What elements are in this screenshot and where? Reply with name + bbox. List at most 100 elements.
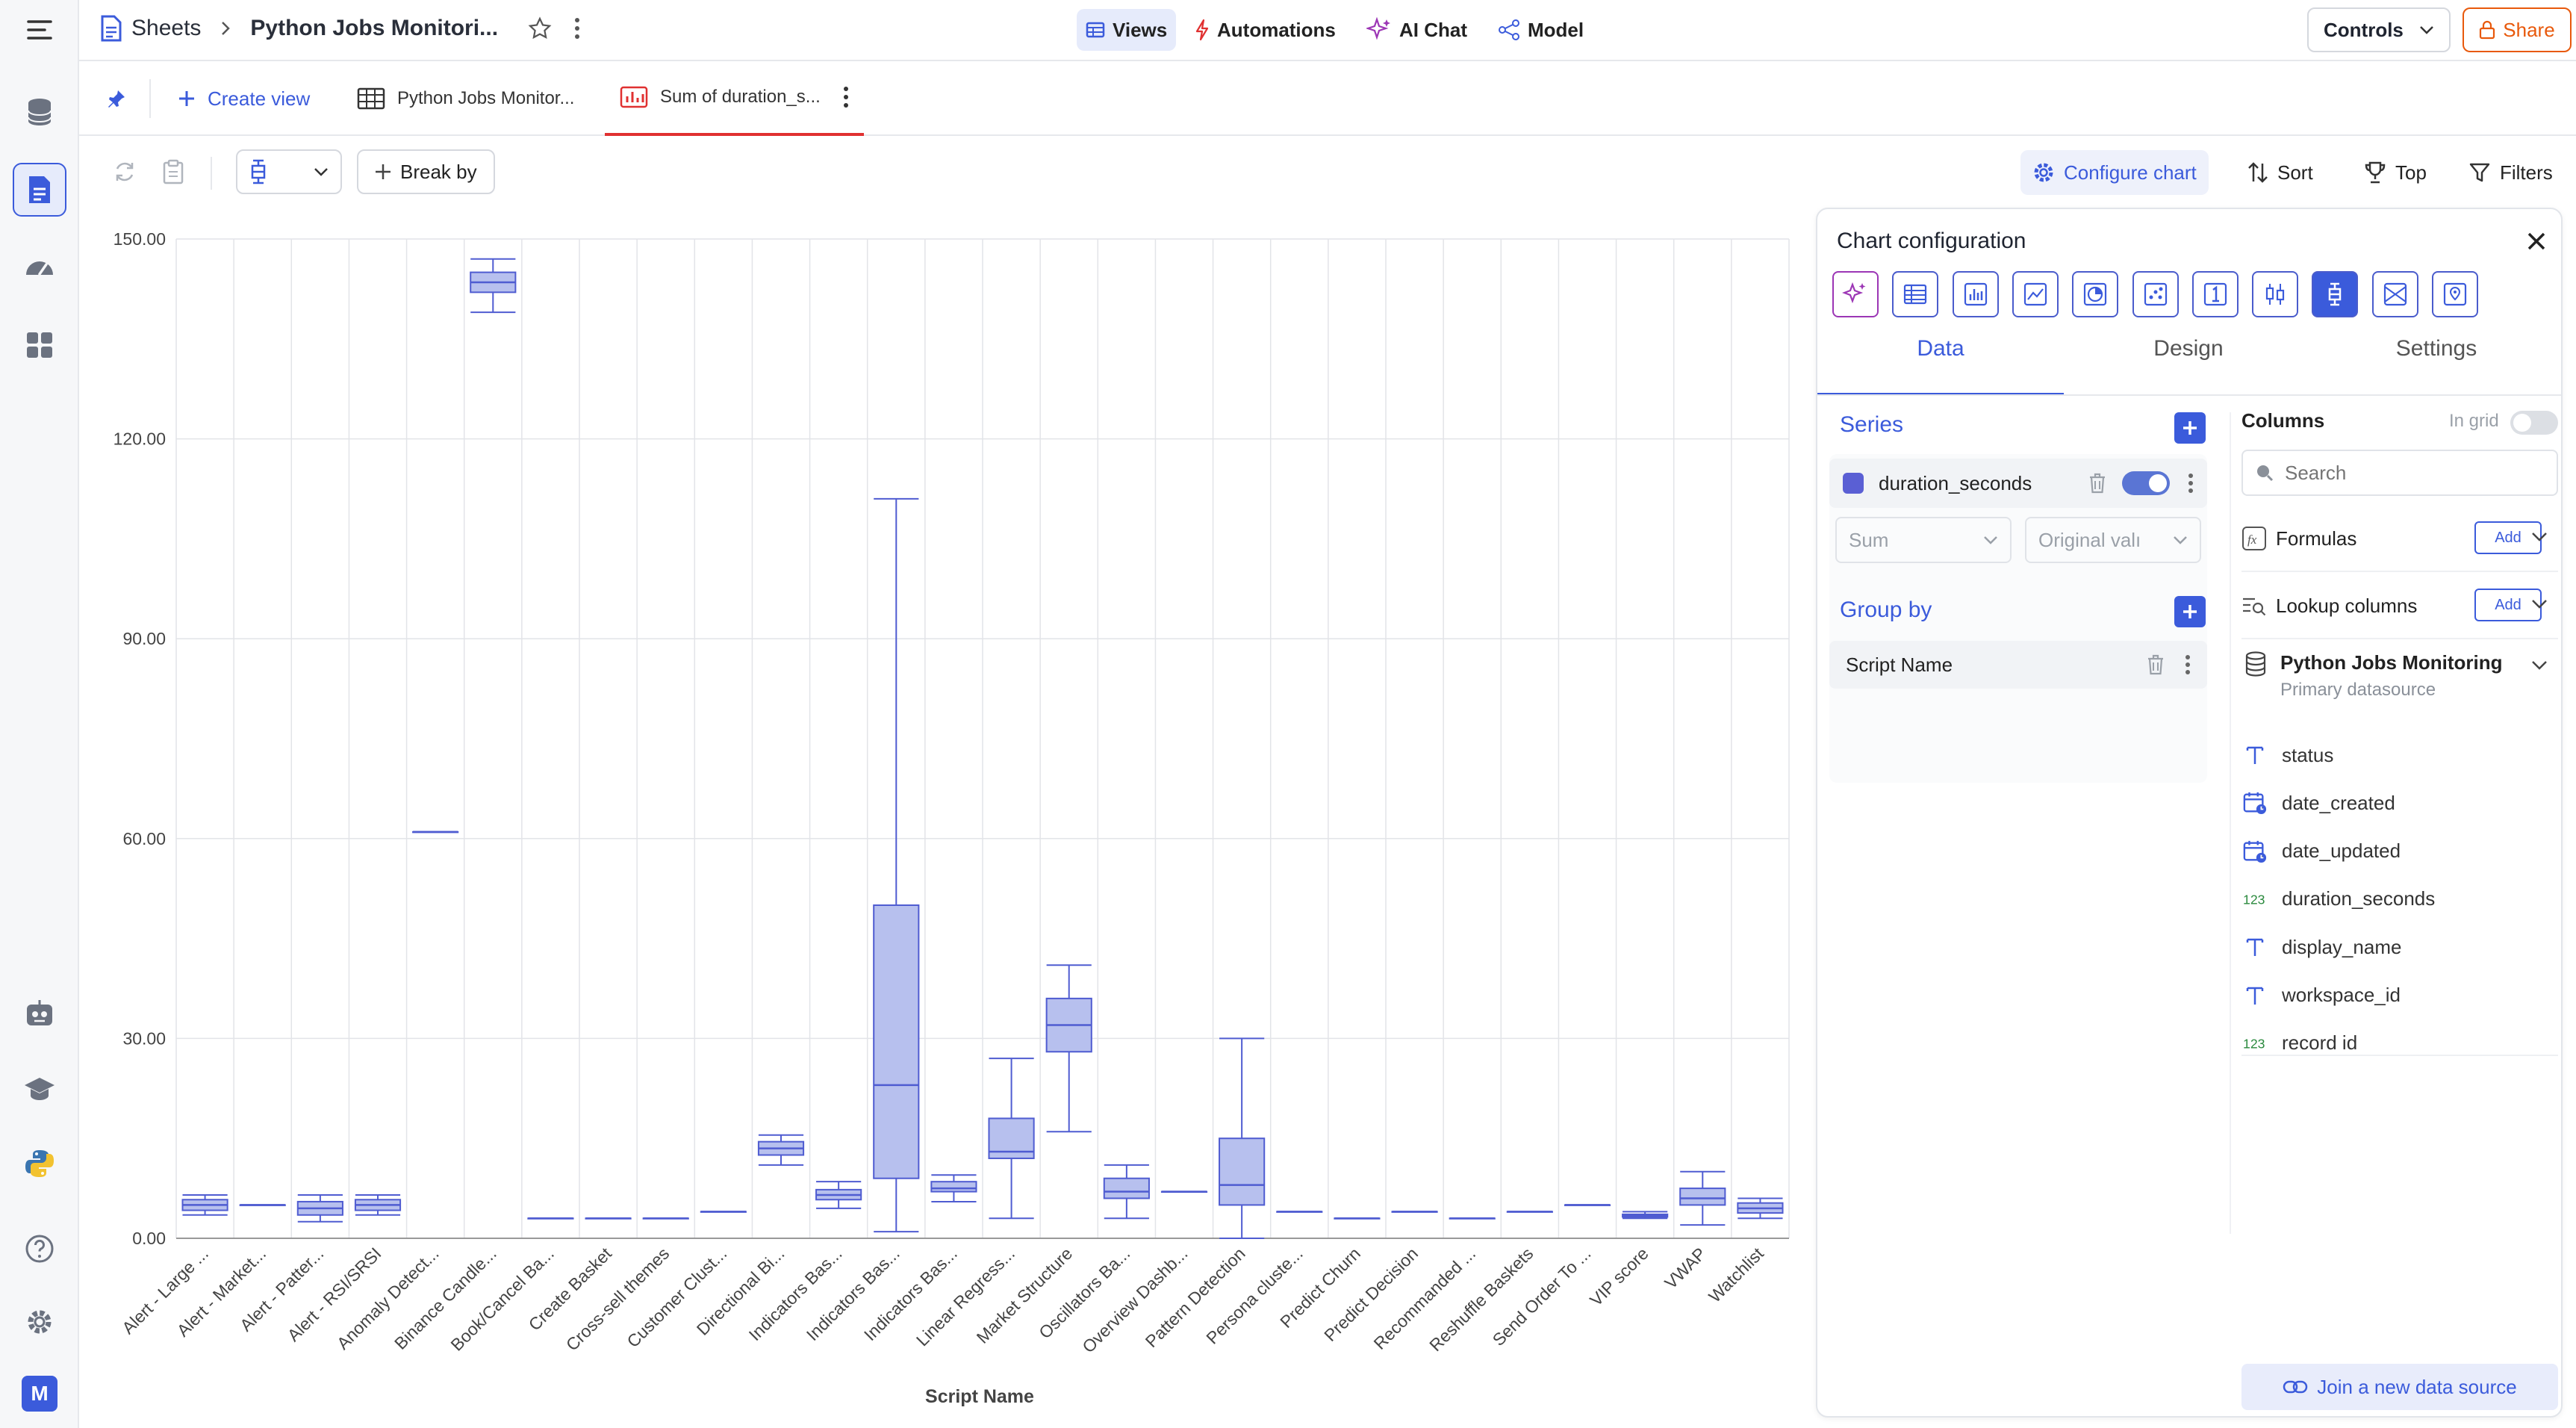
box-mark[interactable]: [470, 258, 517, 314]
box-mark[interactable]: [181, 1194, 228, 1216]
box-mark[interactable]: [296, 1194, 343, 1223]
controls-dropdown[interactable]: Controls: [2307, 7, 2451, 52]
tab-data[interactable]: Data: [1917, 336, 1964, 361]
breadcrumb-root[interactable]: Sheets: [131, 16, 202, 40]
nav-ai-chat[interactable]: AI Chat: [1357, 9, 1476, 51]
series-visibility-toggle[interactable]: [2122, 471, 2170, 495]
dashboard-gauge-icon[interactable]: [13, 239, 66, 293]
box-mark[interactable]: [1276, 1211, 1323, 1213]
break-by-button[interactable]: Break by: [357, 149, 495, 194]
sort-button[interactable]: Sort: [2236, 150, 2325, 195]
pin-icon[interactable]: [106, 61, 127, 136]
share-button[interactable]: Share: [2463, 7, 2572, 52]
configure-chart-button[interactable]: Configure chart: [2020, 150, 2209, 195]
box-mark[interactable]: [1334, 1217, 1381, 1220]
chevron-down-icon[interactable]: [2531, 599, 2548, 609]
table-chart-icon[interactable]: [1892, 271, 1939, 317]
box-mark[interactable]: [988, 1058, 1035, 1220]
chart-type-dropdown[interactable]: [236, 149, 342, 194]
close-icon[interactable]: [2527, 232, 2546, 251]
box-mark[interactable]: [757, 1134, 805, 1166]
chevron-down-icon[interactable]: [2531, 532, 2548, 542]
column-item-date-updated[interactable]: date_updated: [2243, 833, 2401, 870]
tab-more-icon[interactable]: [843, 86, 849, 108]
column-item-record-id[interactable]: 123 record id: [2243, 1025, 2357, 1062]
map-chart-icon[interactable]: [2432, 271, 2478, 317]
box-mark[interactable]: [1103, 1164, 1150, 1220]
group-by-item[interactable]: Script Name: [1829, 641, 2207, 689]
columns-search-input[interactable]: [2285, 461, 2539, 485]
box-mark[interactable]: [642, 1217, 689, 1220]
clipboard-icon[interactable]: [151, 149, 196, 194]
box-mark[interactable]: [1045, 964, 1092, 1133]
star-icon[interactable]: [528, 16, 552, 40]
menu-icon[interactable]: [13, 3, 66, 57]
column-item-display-name[interactable]: display_name: [2243, 928, 2401, 966]
graduation-cap-icon[interactable]: [13, 1062, 66, 1116]
refresh-icon[interactable]: [102, 149, 148, 194]
funnel-chart-icon[interactable]: [2371, 271, 2418, 317]
box-mark[interactable]: [1160, 1190, 1208, 1193]
in-grid-toggle[interactable]: [2510, 411, 2558, 435]
nav-model[interactable]: Model: [1489, 9, 1593, 51]
box-mark[interactable]: [1449, 1217, 1496, 1220]
box-mark[interactable]: [873, 497, 920, 1233]
chevron-down-icon[interactable]: [2531, 660, 2548, 671]
add-group-by-button[interactable]: [2174, 596, 2206, 627]
tab-grid-view[interactable]: Python Jobs Monitor...: [357, 61, 574, 136]
pie-chart-icon[interactable]: [2072, 271, 2119, 317]
column-item-workspace-id[interactable]: workspace_id: [2243, 977, 2401, 1014]
box-mark[interactable]: [412, 831, 459, 833]
aggregation-select[interactable]: Sum: [1835, 517, 2012, 563]
columns-search[interactable]: [2241, 450, 2558, 496]
box-mark[interactable]: [1679, 1170, 1726, 1226]
box-mark[interactable]: [527, 1217, 574, 1220]
boxplot-chart-icon[interactable]: [2312, 271, 2359, 317]
robot-icon[interactable]: [13, 986, 66, 1040]
database-icon[interactable]: [13, 85, 66, 139]
box-mark[interactable]: [1219, 1037, 1266, 1239]
help-icon[interactable]: [13, 1222, 66, 1276]
line-chart-icon[interactable]: [2012, 271, 2059, 317]
trash-icon[interactable]: [2146, 654, 2165, 676]
series-color-swatch[interactable]: [1843, 473, 1864, 494]
tab-design[interactable]: Design: [2153, 336, 2224, 361]
add-series-button[interactable]: [2174, 412, 2206, 444]
user-avatar[interactable]: M: [13, 1367, 66, 1421]
top-button[interactable]: Top: [2352, 150, 2439, 195]
column-item-date-created[interactable]: date_created: [2243, 784, 2395, 822]
candlestick-chart-icon[interactable]: [2252, 271, 2299, 317]
ai-sparkle-icon[interactable]: [1832, 271, 1879, 317]
nav-views[interactable]: Views: [1077, 9, 1177, 51]
trash-icon[interactable]: [2088, 472, 2107, 494]
nav-automations[interactable]: Automations: [1186, 9, 1345, 51]
box-mark[interactable]: [1737, 1197, 1784, 1220]
tab-chart-view[interactable]: Sum of duration_s...: [605, 61, 864, 136]
box-mark[interactable]: [1391, 1211, 1438, 1213]
series-item[interactable]: duration_seconds: [1829, 459, 2207, 508]
column-item-duration-seconds[interactable]: 123 duration_seconds: [2243, 881, 2435, 918]
tab-settings[interactable]: Settings: [2395, 336, 2477, 361]
create-view-button[interactable]: Create view: [178, 61, 310, 136]
column-item-status[interactable]: status: [2243, 736, 2333, 774]
filters-button[interactable]: Filters: [2457, 150, 2565, 195]
box-mark[interactable]: [585, 1217, 632, 1220]
join-data-source-button[interactable]: Join a new data source: [2241, 1364, 2558, 1410]
bar-chart-icon[interactable]: [1952, 271, 1999, 317]
box-mark[interactable]: [700, 1211, 747, 1213]
number-card-icon[interactable]: [2191, 271, 2239, 317]
box-mark[interactable]: [354, 1194, 402, 1216]
box-mark[interactable]: [930, 1174, 977, 1202]
value-mode-select[interactable]: Original valı: [2025, 517, 2201, 563]
box-mark[interactable]: [1622, 1211, 1669, 1220]
datasource-name[interactable]: Python Jobs Monitoring: [2280, 651, 2503, 674]
python-icon[interactable]: [13, 1137, 66, 1190]
more-vertical-icon[interactable]: [574, 17, 580, 40]
group-by-more-icon[interactable]: [2185, 654, 2191, 675]
settings-gear-icon[interactable]: [13, 1295, 66, 1349]
scatter-chart-icon[interactable]: [2132, 271, 2179, 317]
sheets-nav-icon[interactable]: [13, 163, 66, 217]
series-more-icon[interactable]: [2188, 473, 2194, 494]
apps-grid-icon[interactable]: [13, 318, 66, 372]
box-mark[interactable]: [815, 1181, 862, 1209]
